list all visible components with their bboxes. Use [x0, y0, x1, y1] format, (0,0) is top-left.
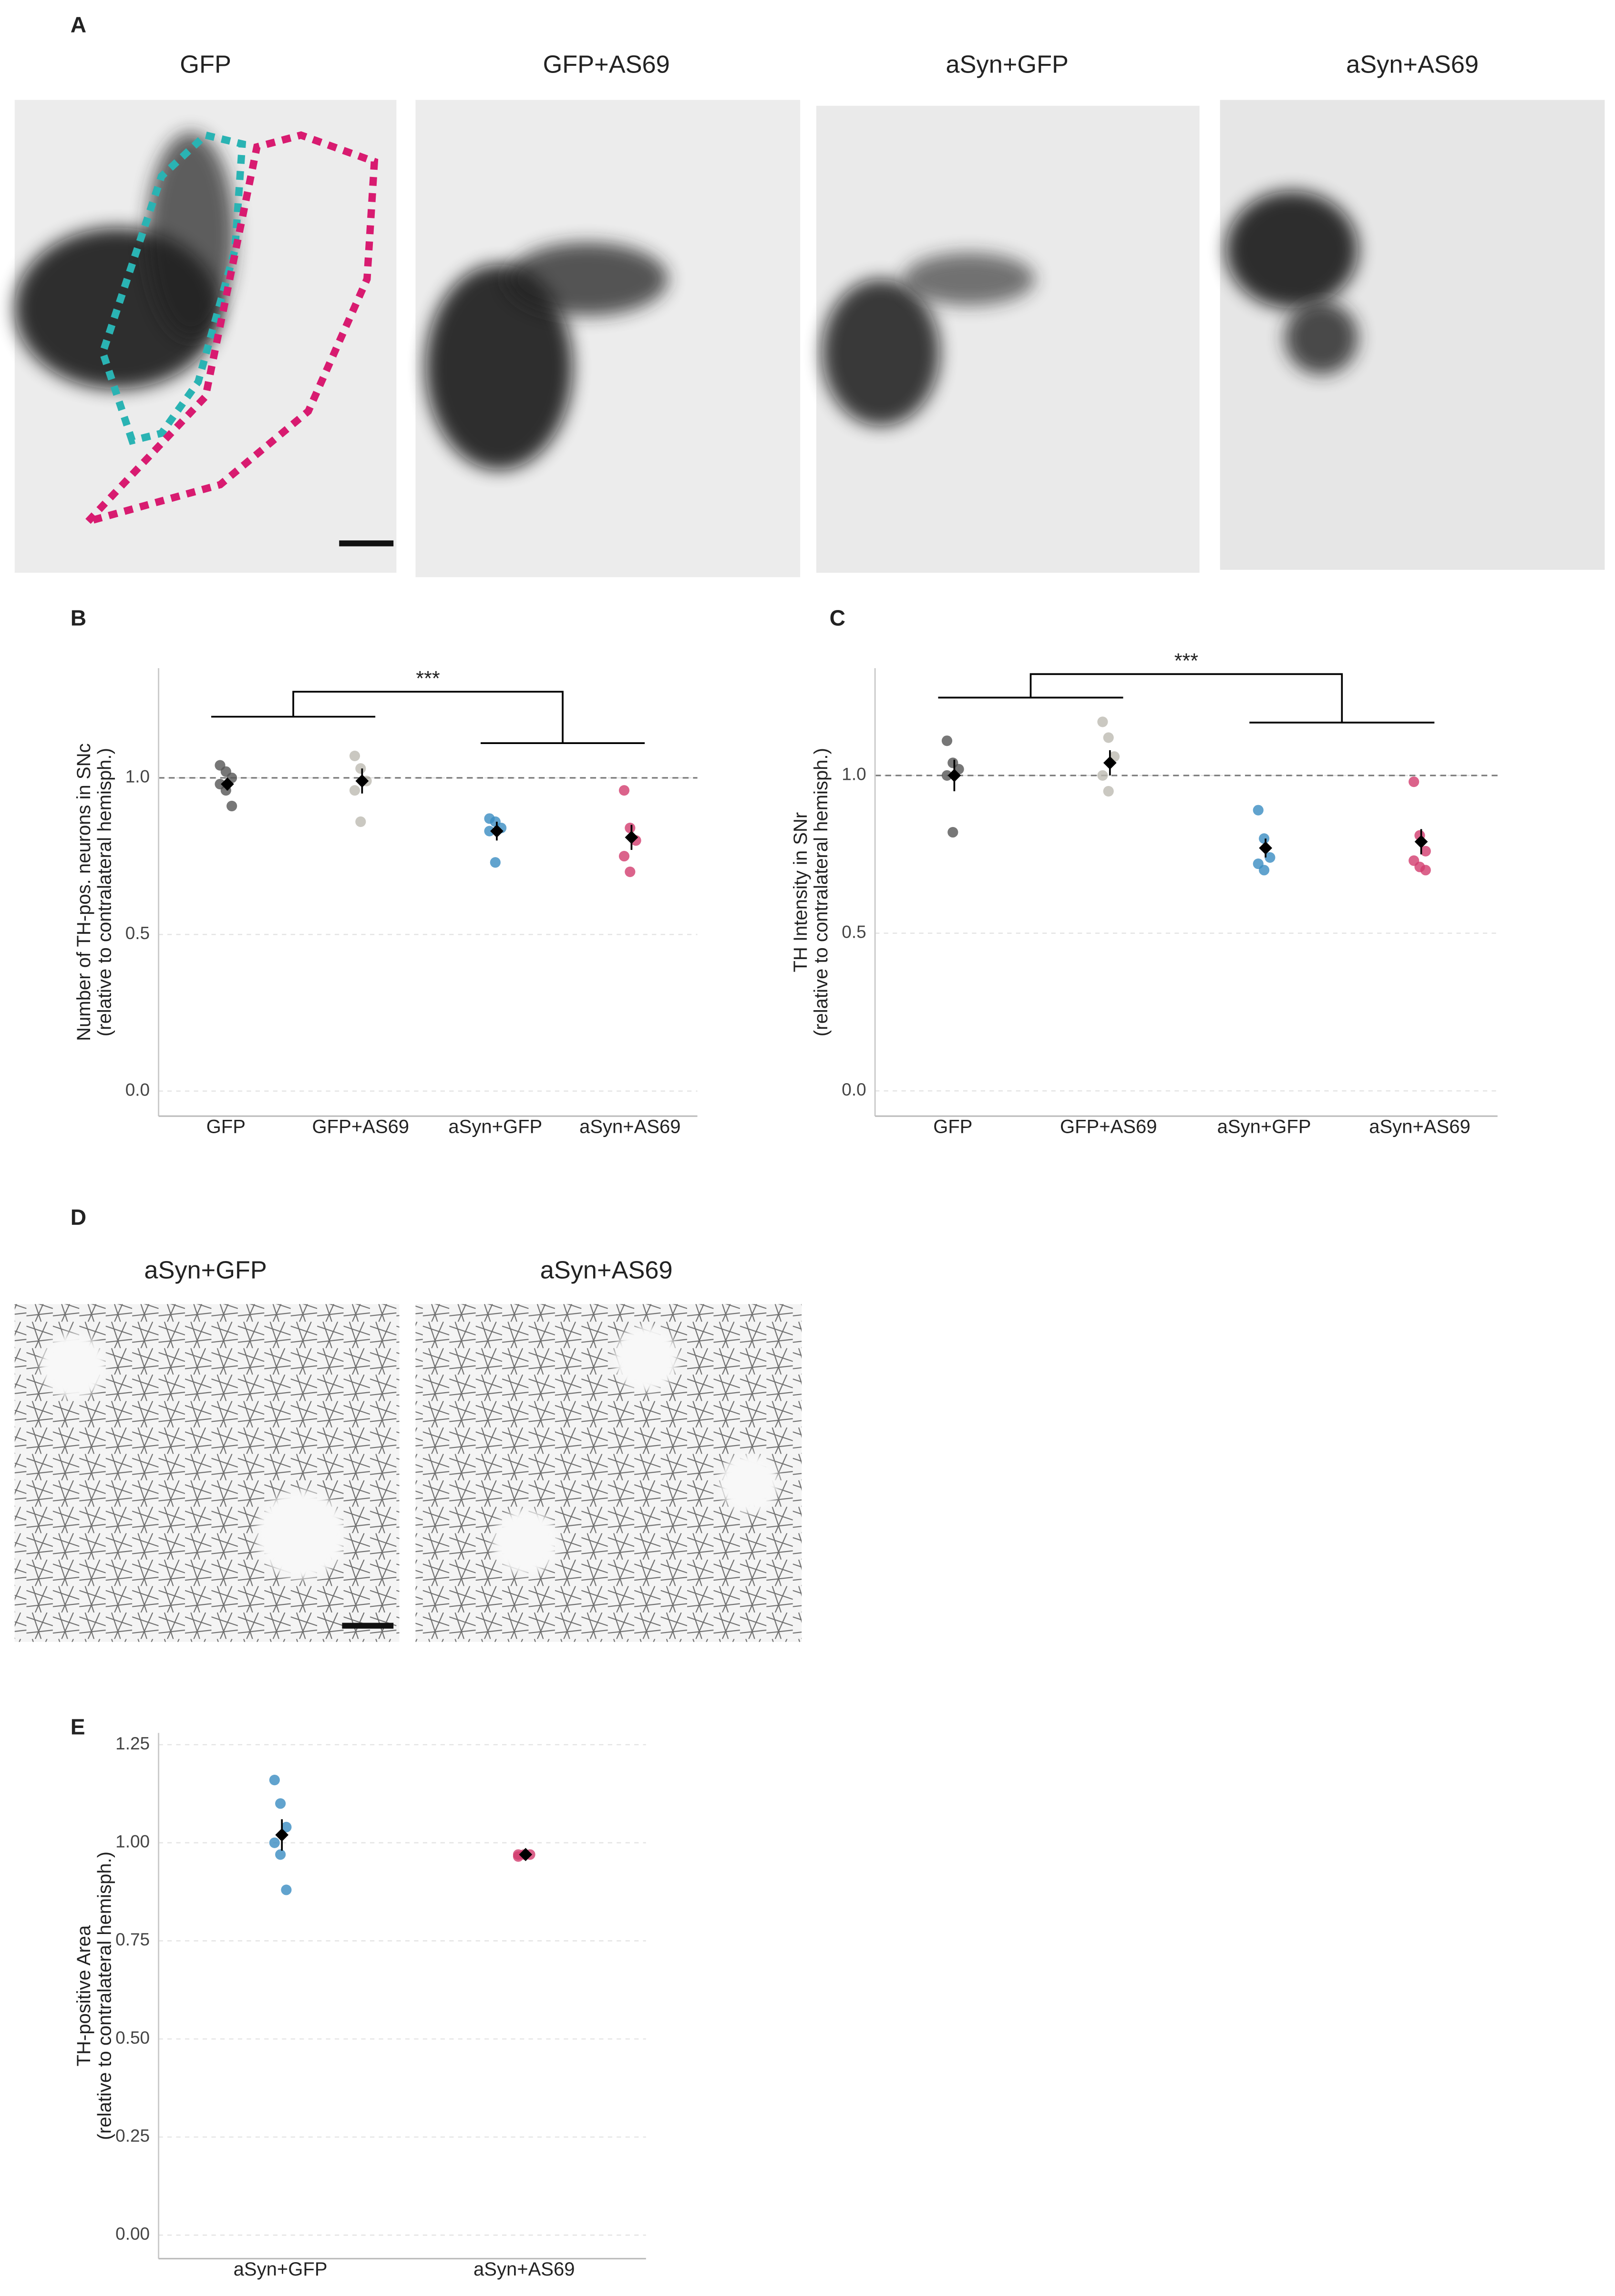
y-axis-label: (relative to contralateral hemisph.) — [94, 1851, 115, 2140]
data-point — [1103, 786, 1114, 797]
mean-marker — [519, 1848, 533, 1862]
y-axis-label: TH-positive Area — [73, 1925, 94, 2067]
data-point — [349, 750, 360, 762]
data-point — [281, 1821, 292, 1832]
x-tick-label: aSyn+AS69 — [1369, 1116, 1470, 1137]
data-point — [1097, 770, 1108, 781]
panel-letter: D — [71, 1205, 86, 1230]
y-tick-label: 1.00 — [115, 1832, 150, 1851]
image-title: aSyn+GFP — [144, 1256, 267, 1284]
mean-marker — [625, 830, 638, 844]
data-point — [1253, 805, 1264, 816]
data-point — [269, 1775, 280, 1786]
data-point — [269, 1837, 280, 1848]
y-tick-label: 0.0 — [842, 1080, 866, 1099]
data-point — [484, 826, 495, 837]
data-point — [618, 851, 630, 862]
mean-marker — [221, 777, 234, 791]
data-point — [1409, 776, 1420, 787]
x-tick-label: GFP — [206, 1116, 246, 1137]
micrographs-d — [14, 1304, 802, 1642]
y-axis-label: TH Intensity in SNr — [790, 812, 811, 972]
y-tick-label: 0.25 — [115, 2126, 150, 2145]
mean-marker — [275, 1828, 289, 1842]
x-tick-label: aSyn+GFP — [448, 1116, 542, 1137]
panel-letter: E — [71, 1714, 85, 1739]
y-tick-label: 0.75 — [115, 1930, 150, 1949]
image-title: GFP — [180, 51, 231, 78]
mean-marker — [947, 769, 961, 782]
data-point — [355, 816, 366, 827]
mean-marker — [1259, 841, 1273, 855]
panel-letter: A — [71, 12, 86, 37]
y-axis-label: Number of TH-pos. neurons in SNc — [73, 744, 94, 1041]
significance-bracket — [211, 691, 645, 744]
mean-marker — [355, 774, 369, 788]
panel-letter: B — [71, 606, 86, 631]
significance-label: *** — [416, 667, 440, 690]
data-point — [1420, 865, 1431, 876]
mean-marker — [1103, 756, 1117, 770]
data-point — [1103, 732, 1114, 743]
data-point — [625, 822, 636, 834]
data-point — [281, 1884, 292, 1895]
y-tick-label: 0.0 — [125, 1080, 150, 1099]
data-point — [275, 1849, 286, 1860]
x-tick-label: GFP+AS69 — [1060, 1116, 1157, 1137]
micrographs-a — [14, 100, 1605, 578]
image-title: GFP+AS69 — [543, 51, 670, 78]
data-point — [947, 827, 958, 838]
y-tick-label: 0.50 — [115, 2028, 150, 2048]
image-title: aSyn+GFP — [946, 51, 1069, 78]
image-title: aSyn+AS69 — [540, 1256, 673, 1284]
panel-letter: C — [830, 606, 845, 631]
data-point — [1259, 865, 1270, 876]
y-tick-label: 0.5 — [842, 922, 866, 941]
significance-label: *** — [1174, 650, 1199, 672]
data-point — [625, 866, 636, 878]
x-tick-label: GFP+AS69 — [312, 1116, 410, 1137]
y-tick-label: 0.00 — [115, 2224, 150, 2244]
data-point — [1420, 846, 1431, 857]
mean-marker — [1414, 835, 1428, 848]
data-point — [226, 800, 237, 812]
image-title: aSyn+AS69 — [1346, 51, 1479, 78]
x-tick-label: aSyn+AS69 — [579, 1116, 680, 1137]
y-tick-label: 1.0 — [125, 767, 150, 786]
data-point — [941, 770, 953, 781]
data-point — [618, 785, 630, 796]
data-point — [355, 763, 366, 774]
y-tick-label: 1.25 — [115, 1734, 150, 1753]
y-tick-label: 1.0 — [842, 765, 866, 784]
data-point — [275, 1798, 286, 1809]
x-tick-label: aSyn+GFP — [1217, 1116, 1311, 1137]
data-point — [941, 735, 953, 746]
x-tick-label: aSyn+AS69 — [473, 2259, 575, 2280]
mean-marker — [490, 824, 504, 838]
y-axis-label: (relative to contralateral hemisph.) — [811, 748, 832, 1036]
y-axis-label: (relative to contralateral hemisph.) — [94, 748, 115, 1036]
y-tick-label: 0.5 — [125, 923, 150, 943]
significance-bracket — [938, 673, 1435, 724]
x-tick-label: aSyn+GFP — [234, 2259, 328, 2280]
data-point — [349, 785, 360, 796]
x-tick-label: GFP — [933, 1116, 972, 1137]
data-point — [1265, 852, 1276, 863]
data-point — [1259, 833, 1270, 844]
data-point — [1097, 716, 1108, 727]
data-point — [490, 857, 501, 868]
